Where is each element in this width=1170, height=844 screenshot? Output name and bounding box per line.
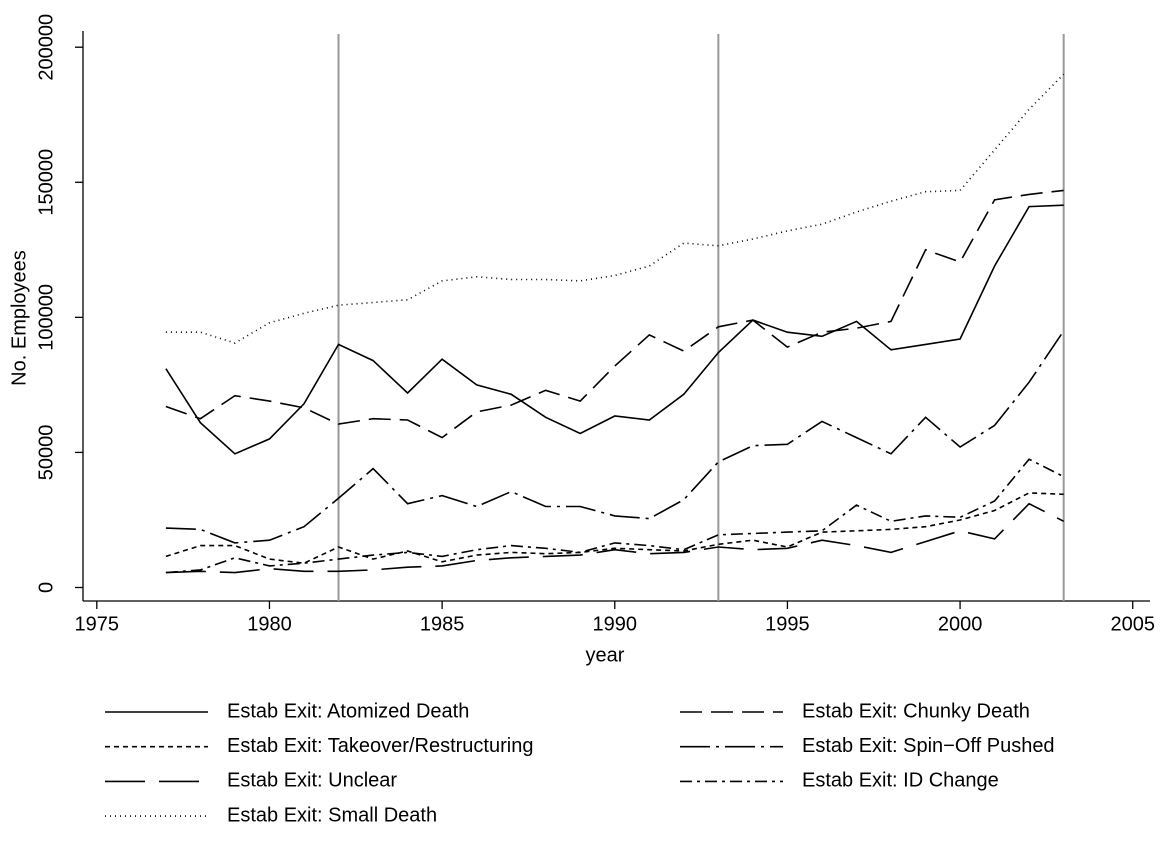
legend-label: Estab Exit: Atomized Death	[227, 700, 469, 722]
y-tick-label: 150000	[35, 149, 57, 216]
y-tick-label: 0	[35, 582, 57, 593]
series-line	[165, 73, 1065, 344]
x-tick-label: 1990	[593, 613, 638, 635]
series-line	[165, 502, 1065, 574]
x-axis-title: year	[586, 644, 625, 666]
legend-label: Estab Exit: Spin−Off Pushed	[802, 735, 1055, 757]
legend-label: Estab Exit: Takeover/Restructuring	[227, 735, 533, 757]
x-tick-label: 1985	[420, 613, 465, 635]
legend-label: Estab Exit: Small Death	[227, 804, 437, 826]
x-tick-label: 1975	[75, 613, 120, 635]
x-tick-label: 2000	[938, 613, 983, 635]
x-tick-label: 2005	[1110, 613, 1155, 635]
series-line	[165, 204, 1064, 455]
y-tick-label: 100000	[35, 284, 57, 351]
x-tick-label: 1980	[247, 613, 292, 635]
y-tick-label: 200000	[35, 14, 57, 81]
y-axis-title: No. Employees	[8, 250, 30, 386]
x-tick-label: 1995	[765, 613, 810, 635]
series-line	[165, 330, 1065, 544]
series-line	[165, 492, 1064, 565]
series-line	[165, 189, 1064, 439]
y-tick-label: 50000	[35, 425, 57, 481]
legend-label: Estab Exit: Chunky Death	[802, 700, 1030, 722]
series-line	[165, 458, 1065, 574]
legend-label: Estab Exit: ID Change	[802, 770, 999, 792]
legend-label: Estab Exit: Unclear	[227, 770, 397, 792]
